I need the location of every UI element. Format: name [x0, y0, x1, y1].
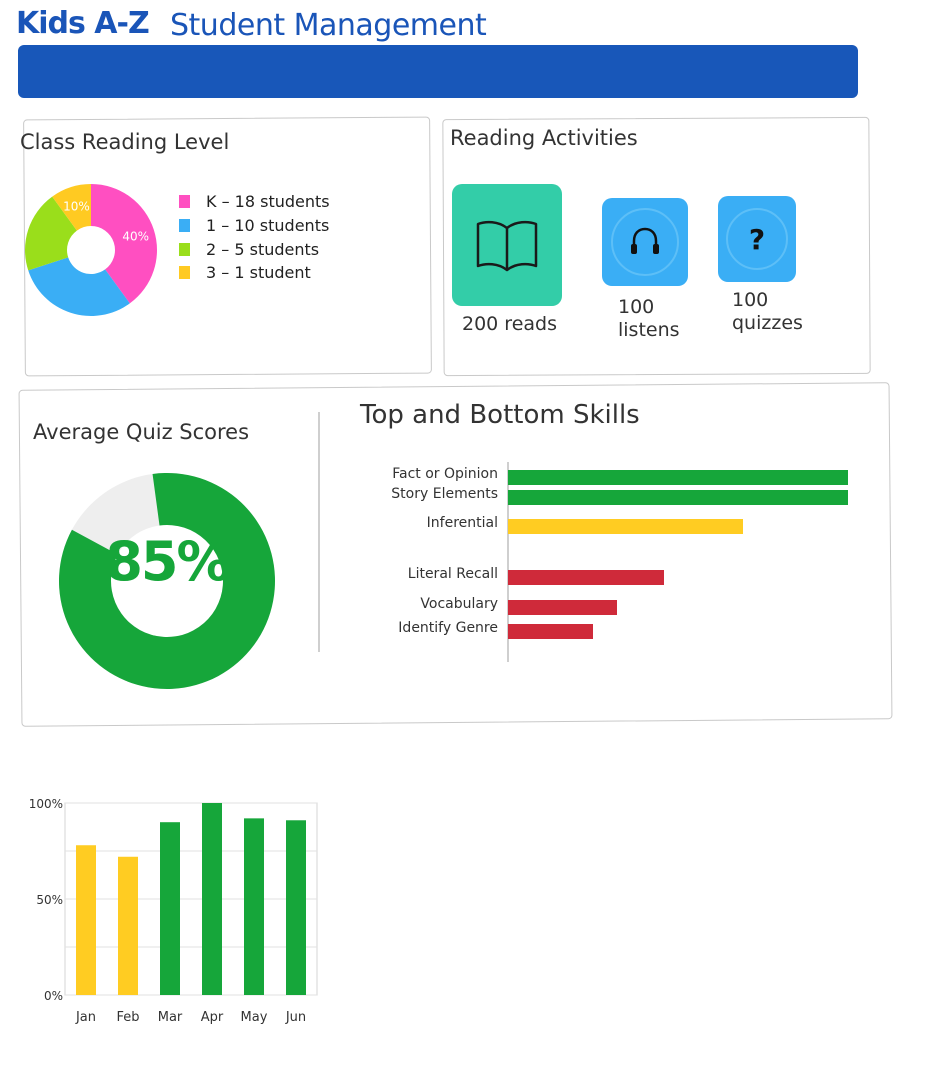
donut-slice-3	[52, 184, 91, 231]
x-tick-label: Jan	[75, 1010, 96, 1025]
book-icon	[476, 220, 538, 272]
app-title: Student Management	[170, 8, 487, 43]
donut-slice-0	[91, 184, 157, 304]
reading-level-donut-chart: 40% 10%	[24, 184, 157, 316]
y-tick-label: 0%	[44, 989, 63, 1003]
bar-jan	[76, 845, 96, 995]
bar-apr	[202, 803, 222, 995]
skills-axis	[507, 462, 509, 662]
donut-slice-label: 40%	[122, 229, 149, 243]
quiz-score-value: 85%	[105, 530, 230, 593]
legend-item-k: K – 18 students	[179, 192, 330, 211]
quiz-ring-fill	[58, 473, 275, 689]
skill-label: Fact or Opinion	[392, 466, 498, 482]
skill-bar	[508, 570, 665, 585]
legend-swatch-pink	[179, 195, 190, 208]
legend-item-3: 3 – 1 student	[179, 263, 311, 282]
average-quiz-scores-title: Average Quiz Scores	[33, 420, 250, 444]
y-tick-label: 50%	[36, 893, 63, 907]
reads-label: 200 reads	[462, 313, 557, 335]
brand-logo[interactable]: Kids A-Z	[16, 6, 150, 41]
bar-may	[244, 818, 264, 995]
quizzes-count: 100	[732, 289, 769, 311]
legend-swatch-green	[179, 243, 190, 256]
donut-slice-1	[28, 257, 130, 316]
listens-tile[interactable]	[602, 198, 688, 286]
skill-label: Inferential	[426, 515, 498, 531]
skill-bar	[508, 600, 617, 615]
legend-item-2: 2 – 5 students	[179, 240, 319, 259]
skill-label: Identify Genre	[398, 620, 498, 636]
bar-mar	[160, 822, 180, 995]
skill-bar	[508, 519, 743, 534]
listens-label: 100 listens	[618, 296, 680, 342]
skills-title: Top and Bottom Skills	[360, 400, 640, 430]
navigation-bar[interactable]	[18, 45, 858, 98]
legend-label: 2 – 5 students	[206, 240, 320, 259]
skill-label: Story Elements	[391, 486, 498, 502]
monthly-score-chart: 0% 50% 100% Jan Feb Mar Apr May Jun	[29, 797, 318, 1025]
legend-swatch-yellow	[179, 266, 190, 279]
reads-tile[interactable]	[452, 184, 562, 306]
x-tick-label: Mar	[158, 1010, 183, 1025]
legend-swatch-blue	[179, 219, 190, 232]
panel-divider	[318, 412, 320, 652]
skill-bar	[508, 624, 593, 639]
legend-label: K – 18 students	[206, 192, 330, 211]
legend-item-1: 1 – 10 students	[179, 216, 329, 235]
skill-bar	[508, 490, 848, 505]
skill-label: Literal Recall	[407, 566, 498, 582]
class-reading-level-title: Class Reading Level	[20, 130, 230, 154]
quizzes-tile[interactable]: ?	[718, 196, 796, 282]
legend-label: 1 – 10 students	[206, 216, 330, 235]
bar-feb	[118, 856, 138, 995]
listens-count: 100	[618, 296, 655, 318]
skill-bar	[508, 470, 848, 485]
reading-activities-title: Reading Activities	[450, 126, 638, 150]
donut-slice-2	[24, 196, 77, 271]
x-tick-label: May	[241, 1010, 268, 1025]
svg-text:?: ?	[749, 223, 765, 256]
x-tick-label: Feb	[116, 1010, 139, 1025]
quizzes-text: quizzes	[732, 312, 803, 334]
legend-label: 3 – 1 student	[206, 263, 311, 282]
bar-jun	[286, 820, 306, 995]
quizzes-label: 100 quizzes	[732, 289, 803, 335]
donut-slice-label: 10%	[63, 199, 90, 213]
skill-label: Vocabulary	[420, 596, 498, 612]
headphones-icon	[611, 208, 679, 276]
y-tick-label: 100%	[29, 797, 63, 811]
question-icon: ?	[726, 208, 788, 270]
x-tick-label: Apr	[201, 1010, 224, 1025]
x-tick-label: Jun	[285, 1010, 306, 1025]
listens-text: listens	[618, 319, 680, 341]
quiz-score-ring	[58, 473, 275, 689]
